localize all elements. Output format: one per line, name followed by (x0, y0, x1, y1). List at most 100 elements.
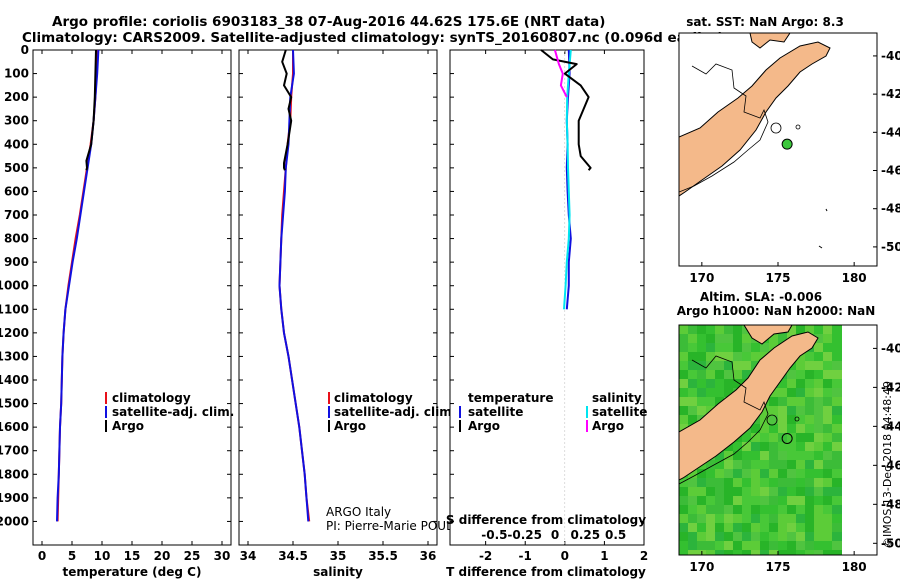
argo-float-marker (781, 138, 793, 150)
sla-cell (805, 451, 815, 461)
legend-s-argo-swatch (586, 420, 588, 432)
sla-cell (724, 442, 734, 452)
sla-cell (679, 370, 689, 380)
sla-cell (679, 496, 689, 506)
series-line-s-argo (553, 49, 568, 98)
sla-cell (706, 496, 716, 506)
sla-cell (796, 424, 806, 434)
sla-cell (787, 496, 797, 506)
sla-cell (769, 487, 779, 497)
sla-cell (787, 397, 797, 407)
legend-t-satellite-swatch (459, 406, 461, 418)
difference-x2label: S difference from climatology (446, 513, 646, 527)
sla-cell (832, 388, 842, 398)
sla-cell (706, 523, 716, 533)
sla-cell (715, 487, 725, 497)
temperature-panel: 0100200300400500600700800900100011001200… (0, 43, 234, 579)
sla-cell (805, 496, 815, 506)
difference-lines (540, 49, 592, 545)
sla-cell (796, 361, 806, 371)
sla-cell (733, 334, 743, 344)
sla-cell (733, 442, 743, 452)
sla-cell (769, 550, 779, 555)
sla-cell (715, 469, 725, 479)
sla-cell (769, 460, 779, 470)
sla-cell (778, 469, 788, 479)
sla-cell (724, 550, 734, 555)
x-tick-label: 36 (420, 549, 437, 563)
legend-satellite-label: satellite-adj. clim. (334, 405, 456, 419)
legend-s-satellite-label: satellite (592, 405, 647, 419)
sla-cell (679, 379, 689, 389)
sla-cell (679, 541, 689, 551)
sla-cell (688, 352, 698, 362)
lat-tick-label: -44 (881, 419, 900, 433)
sla-cell (778, 514, 788, 524)
sla-cell (823, 496, 833, 506)
sla-cell (805, 550, 815, 555)
lat-tick-label: -40 (881, 49, 900, 63)
sla-cell (778, 397, 788, 407)
sla-cell (697, 478, 707, 488)
x-tick-label: 0 (38, 549, 46, 563)
salinity-legend: climatology satellite-adj. clim. Argo (328, 391, 456, 433)
sla-cell (742, 541, 752, 551)
legend-satellite-swatch (105, 406, 107, 418)
sla-cell (742, 352, 752, 362)
sla-cell (724, 523, 734, 533)
lat-tick-label: -48 (881, 202, 900, 216)
sla-cell (751, 433, 761, 443)
sla-cell (814, 352, 824, 362)
difference-panel: -2 -1 0 1 2-0.5 -0.25 0 0.25 0.5 temperature sat… (446, 49, 648, 579)
sla-cell (688, 487, 698, 497)
sla-cell (742, 343, 752, 353)
sla-cell (724, 541, 734, 551)
depth-tick-label: 600 (4, 184, 29, 198)
sla-cell (814, 406, 824, 416)
sla-cell (814, 532, 824, 542)
x-tick-label: 34.5 (278, 549, 308, 563)
sla-cell (706, 352, 716, 362)
legend-temperature-title: temperature (468, 391, 553, 405)
sla-cell (688, 397, 698, 407)
sla-cell (814, 370, 824, 380)
sla-cell (733, 379, 743, 389)
sla-cell (778, 442, 788, 452)
lat-tick-label: -48 (881, 497, 900, 511)
x-tick-label: 30 (214, 549, 231, 563)
depth-tick-label: 1500 (0, 397, 29, 411)
legend-argo-label: Argo (334, 419, 366, 433)
altimetry-map-title: Altim. SLA: -0.006 (700, 290, 822, 304)
sla-cell (805, 361, 815, 371)
series-line-argo (281, 49, 293, 171)
sla-cell (724, 478, 734, 488)
sla-cell (769, 433, 779, 443)
legend-argo-swatch (328, 420, 330, 432)
sla-cell (688, 523, 698, 533)
sla-cell (724, 451, 734, 461)
sla-cell (823, 523, 833, 533)
sla-cell (679, 523, 689, 533)
sla-cell (706, 460, 716, 470)
chatham-rise-contour (770, 122, 782, 134)
temperature-ticks: 0100200300400500600700800900100011001200… (0, 43, 231, 563)
sla-cell (769, 415, 779, 425)
x2-tick-label: 0.5 (605, 528, 626, 542)
lat-tick-label: -46 (881, 458, 900, 472)
x-tick-label: 25 (184, 549, 201, 563)
sla-cell (814, 361, 824, 371)
sla-cell (724, 496, 734, 506)
sla-cell (742, 496, 752, 506)
sla-cell (823, 370, 833, 380)
depth-tick-label: 700 (4, 208, 29, 222)
sla-cell (805, 370, 815, 380)
depth-tick-label: 1300 (0, 349, 29, 363)
sla-cell (769, 334, 779, 344)
temperature-axes-frame (32, 49, 232, 546)
sla-cell (778, 424, 788, 434)
sla-cell (715, 352, 725, 362)
sla-cell (706, 370, 716, 380)
sla-cell (679, 352, 689, 362)
sla-cell (805, 505, 815, 515)
salinity-xlabel: salinity (313, 565, 363, 579)
